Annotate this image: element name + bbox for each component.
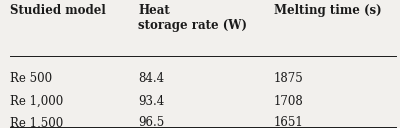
Text: Melting time (s): Melting time (s) bbox=[274, 4, 382, 17]
Text: 93.4: 93.4 bbox=[138, 95, 164, 108]
Text: Studied model: Studied model bbox=[10, 4, 106, 17]
Text: 1651: 1651 bbox=[274, 116, 304, 128]
Text: Heat
storage rate (W): Heat storage rate (W) bbox=[138, 4, 247, 32]
Text: 1875: 1875 bbox=[274, 72, 304, 85]
Text: 96.5: 96.5 bbox=[138, 116, 164, 128]
Text: 1708: 1708 bbox=[274, 95, 304, 108]
Text: Re 1,500: Re 1,500 bbox=[10, 116, 63, 128]
Text: Re 1,000: Re 1,000 bbox=[10, 95, 63, 108]
Text: Re 500: Re 500 bbox=[10, 72, 52, 85]
Text: 84.4: 84.4 bbox=[138, 72, 164, 85]
